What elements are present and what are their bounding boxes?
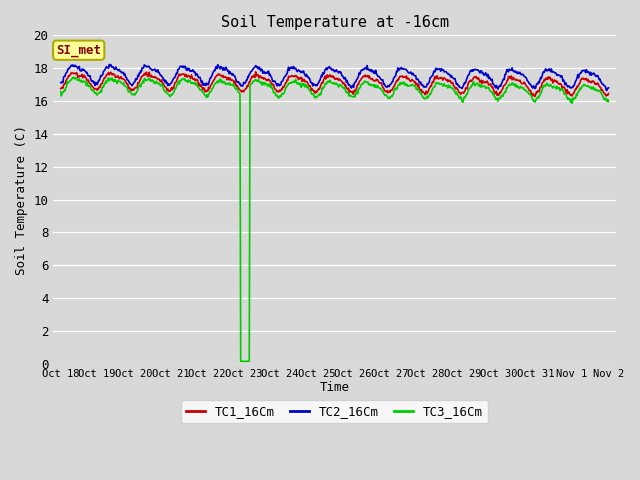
Text: SI_met: SI_met <box>56 44 101 57</box>
TC3_16Cm <box>250 78 258 84</box>
TC3_16Cm <box>271 90 279 96</box>
TC1_16Cm <box>121 77 129 83</box>
TC1_16Cm <box>57 86 65 92</box>
Y-axis label: Soil Temperature (C): Soil Temperature (C) <box>15 124 28 275</box>
TC3_16Cm <box>392 85 400 91</box>
TC2_16Cm <box>122 74 129 80</box>
TC2_16Cm <box>107 61 115 67</box>
Legend: TC1_16Cm, TC2_16Cm, TC3_16Cm: TC1_16Cm, TC2_16Cm, TC3_16Cm <box>182 400 488 423</box>
TC1_16Cm <box>392 80 399 85</box>
TC3_16Cm <box>423 93 431 99</box>
TC3_16Cm <box>605 98 612 104</box>
TC3_16Cm <box>122 84 129 89</box>
TC2_16Cm <box>250 65 257 71</box>
TC2_16Cm <box>602 88 610 94</box>
TC2_16Cm <box>605 85 612 91</box>
Line: TC1_16Cm: TC1_16Cm <box>61 72 609 96</box>
TC1_16Cm <box>531 94 539 99</box>
Line: TC3_16Cm: TC3_16Cm <box>61 77 609 361</box>
X-axis label: Time: Time <box>319 382 349 395</box>
TC1_16Cm <box>252 69 260 75</box>
Title: Soil Temperature at -16cm: Soil Temperature at -16cm <box>221 15 449 30</box>
TC3_16Cm <box>223 81 230 86</box>
TC1_16Cm <box>249 74 257 80</box>
TC2_16Cm <box>422 84 430 90</box>
TC1_16Cm <box>222 74 230 80</box>
TC2_16Cm <box>57 80 65 85</box>
TC3_16Cm <box>70 74 77 80</box>
TC1_16Cm <box>605 91 612 96</box>
TC1_16Cm <box>422 88 430 94</box>
TC3_16Cm <box>237 359 244 364</box>
TC1_16Cm <box>271 85 278 91</box>
Line: TC2_16Cm: TC2_16Cm <box>61 64 609 91</box>
TC3_16Cm <box>57 89 65 95</box>
TC2_16Cm <box>392 73 399 79</box>
TC2_16Cm <box>271 78 278 84</box>
TC2_16Cm <box>223 65 230 71</box>
